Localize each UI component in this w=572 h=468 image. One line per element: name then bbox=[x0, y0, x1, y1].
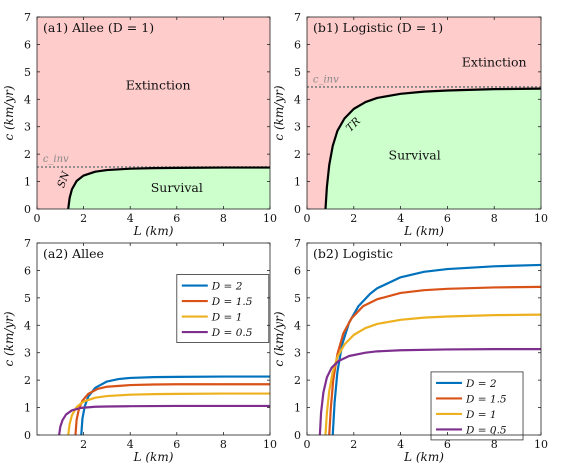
y-tick-label: 3 bbox=[24, 121, 31, 134]
x-tick-label: 4 bbox=[397, 212, 404, 225]
y-tick-label: 7 bbox=[294, 237, 301, 250]
x-tick-label: 8 bbox=[220, 212, 227, 225]
y-tick-label: 6 bbox=[24, 38, 31, 51]
y-tick-label: 5 bbox=[294, 292, 301, 305]
y-tick-label: 1 bbox=[24, 176, 31, 189]
y-tick-label: 5 bbox=[24, 66, 31, 79]
x-tick-label: 0 bbox=[304, 212, 311, 225]
series-line-3 bbox=[59, 406, 270, 435]
panel-title: (a2) Allee bbox=[43, 246, 104, 261]
x-axis-label: L (km) bbox=[133, 224, 174, 238]
panel-b2: D = 2 D = 1.5 D = 1 D = 0.5 0 2 4 6 8 10 0 1 2 3 4 5 6 7 L… bbox=[272, 237, 548, 464]
legend-entry-2: D = 1 bbox=[465, 409, 497, 421]
x-tick-label: 6 bbox=[173, 438, 180, 451]
y-tick-label: 0 bbox=[24, 429, 31, 442]
x-tick-label: 2 bbox=[350, 438, 357, 451]
y-tick-label: 3 bbox=[294, 121, 301, 134]
panel-title: (b1) Logistic (D = 1) bbox=[313, 20, 443, 35]
y-tick-label: 0 bbox=[24, 203, 31, 216]
y-tick-label: 5 bbox=[24, 292, 31, 305]
x-tick-label: 2 bbox=[350, 212, 357, 225]
plot-area bbox=[307, 17, 541, 209]
x-tick-label: 6 bbox=[444, 438, 451, 451]
x-axis-label: L (km) bbox=[403, 450, 444, 464]
y-tick-label: 6 bbox=[24, 264, 31, 277]
x-tick-label: 8 bbox=[220, 438, 227, 451]
y-tick-label: 1 bbox=[24, 402, 31, 415]
x-tick-label: 2 bbox=[80, 212, 87, 225]
legend-entry-2: D = 1 bbox=[211, 312, 243, 324]
legend-entry-1: D = 1.5 bbox=[465, 393, 507, 405]
y-tick-label: 1 bbox=[294, 402, 301, 415]
panel-a2: D = 2 D = 1.5 D = 1 D = 0.5 2 4 6 8 10 0 1 2 3 4 5 6 7 L … bbox=[2, 237, 277, 464]
x-tick-label: 6 bbox=[173, 212, 180, 225]
x-tick-label: 10 bbox=[534, 438, 548, 451]
y-tick-label: 7 bbox=[24, 237, 31, 250]
y-axis-label: c (km/yr) bbox=[2, 85, 16, 140]
series-line-1 bbox=[75, 384, 270, 435]
legend: D = 2 D = 1.5 D = 1 D = 0.5 bbox=[177, 275, 269, 343]
legend-entry-0: D = 2 bbox=[465, 378, 497, 390]
survival-label: Survival bbox=[389, 148, 441, 163]
y-tick-label: 2 bbox=[24, 374, 31, 387]
y-tick-label: 4 bbox=[24, 93, 31, 106]
y-tick-label: 5 bbox=[294, 66, 301, 79]
y-tick-label: 4 bbox=[294, 93, 301, 106]
legend-entry-0: D = 2 bbox=[211, 281, 243, 293]
y-tick-label: 4 bbox=[294, 319, 301, 332]
legend-entry-3: D = 0.5 bbox=[211, 327, 253, 339]
series-line-2 bbox=[68, 394, 270, 435]
y-tick-label: 1 bbox=[294, 176, 301, 189]
panel-a1: Extinction Survival c_inv SN 0 2 4 6 8 10 0 1 2 3 4 5 6 7… bbox=[2, 11, 277, 238]
survival-label: Survival bbox=[151, 180, 203, 195]
x-tick-label: 0 bbox=[34, 212, 41, 225]
x-axis-label: L (km) bbox=[133, 450, 174, 464]
y-tick-label: 2 bbox=[24, 148, 31, 161]
y-axis-label: c (km/yr) bbox=[272, 85, 286, 140]
y-tick-label: 0 bbox=[294, 203, 301, 216]
x-tick-label: 4 bbox=[397, 438, 404, 451]
y-axis-label: c (km/yr) bbox=[272, 311, 286, 366]
y-tick-label: 4 bbox=[24, 319, 31, 332]
x-axis-label: L (km) bbox=[403, 224, 444, 238]
legend-entry-1: D = 1.5 bbox=[211, 296, 253, 308]
x-tick-label: 8 bbox=[491, 212, 498, 225]
c-inv-label: c_inv bbox=[43, 154, 69, 165]
y-tick-label: 3 bbox=[294, 347, 301, 360]
x-tick-label: 6 bbox=[444, 212, 451, 225]
y-tick-label: 2 bbox=[294, 374, 301, 387]
legend: D = 2 D = 1.5 D = 1 D = 0.5 bbox=[431, 372, 523, 440]
y-tick-label: 7 bbox=[24, 11, 31, 24]
y-tick-label: 2 bbox=[294, 148, 301, 161]
c-inv-label: c_inv bbox=[313, 74, 339, 85]
x-tick-label: 10 bbox=[263, 212, 277, 225]
x-tick-label: 2 bbox=[80, 438, 87, 451]
x-tick-label: 8 bbox=[491, 438, 498, 451]
y-axis-label: c (km/yr) bbox=[2, 311, 16, 366]
x-tick-label: 10 bbox=[263, 438, 277, 451]
plot-area bbox=[59, 377, 270, 435]
extinction-label: Extinction bbox=[126, 78, 191, 93]
y-tick-label: 0 bbox=[294, 429, 301, 442]
y-tick-label: 6 bbox=[294, 264, 301, 277]
y-tick-label: 3 bbox=[24, 347, 31, 360]
y-tick-label: 7 bbox=[294, 11, 301, 24]
x-tick-label: 10 bbox=[534, 212, 548, 225]
panel-title: (a1) Allee (D = 1) bbox=[43, 20, 154, 35]
y-tick-label: 6 bbox=[294, 38, 301, 51]
extinction-label: Extinction bbox=[462, 54, 527, 69]
panel-title: (b2) Logistic bbox=[313, 246, 393, 261]
x-tick-label: 0 bbox=[304, 438, 311, 451]
